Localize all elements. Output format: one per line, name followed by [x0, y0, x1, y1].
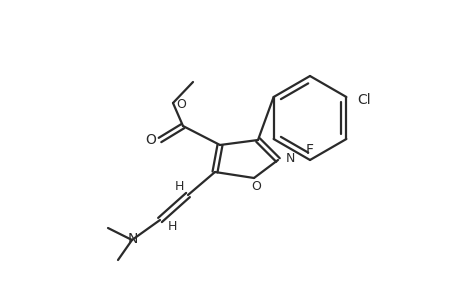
Text: H: H — [174, 181, 183, 194]
Text: H: H — [167, 220, 176, 233]
Text: F: F — [305, 143, 313, 157]
Text: O: O — [176, 98, 185, 110]
Text: N: N — [285, 152, 295, 166]
Text: N: N — [128, 232, 138, 246]
Text: O: O — [251, 181, 260, 194]
Text: Cl: Cl — [357, 93, 370, 107]
Text: O: O — [145, 133, 156, 147]
